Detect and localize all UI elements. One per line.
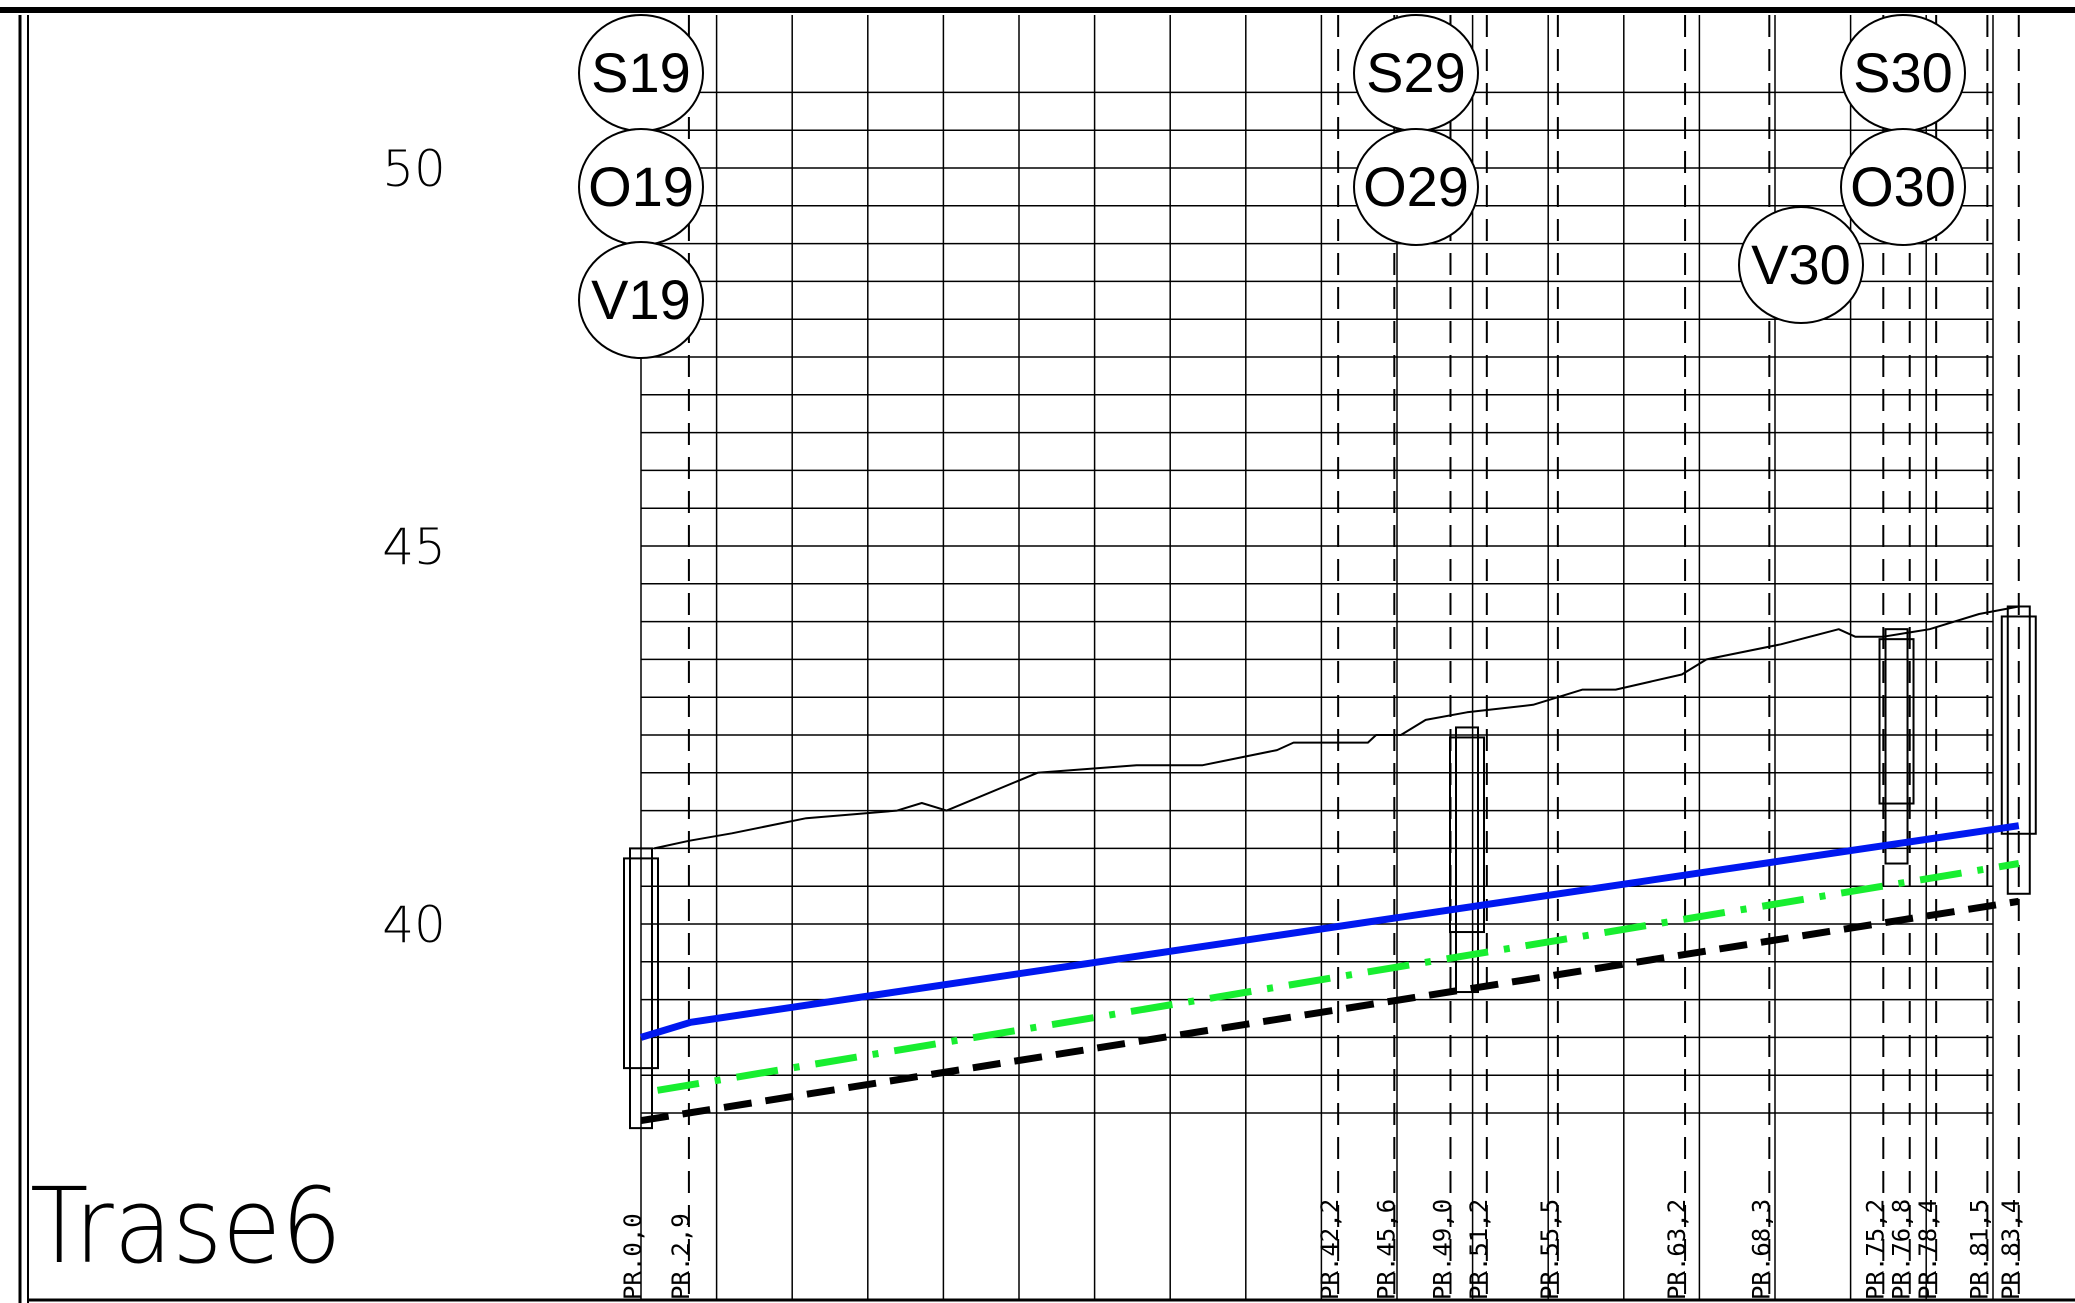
station-label: PR.51,2	[1465, 1199, 1493, 1300]
profile-lines	[639, 605, 2020, 1125]
structures	[623, 605, 2037, 1130]
station-label: PR.63,2	[1663, 1199, 1691, 1300]
node-label-s30: S30	[1853, 41, 1953, 104]
node-label-o30: O30	[1850, 155, 1956, 218]
grid	[640, 15, 1994, 1300]
manhole-structure-outline	[623, 857, 659, 1070]
drawing-frame	[0, 7, 2075, 1303]
node-marker: O29	[1353, 128, 1479, 246]
node-circle	[1353, 128, 1479, 246]
node-label-v19: V19	[591, 268, 691, 331]
manhole-structure-outline	[2000, 615, 2037, 835]
manhole-structure	[1884, 628, 1909, 865]
series-water_level	[656, 860, 2020, 1094]
manhole-structure	[629, 847, 653, 1130]
manhole-structure-outline	[1878, 638, 1915, 805]
series-pipe_top	[639, 822, 2020, 1041]
node-markers: S19 O19 V19 S29 O29 V30 S30 O30	[578, 14, 1966, 359]
series-pipe_invert	[640, 897, 2020, 1125]
station-labels: PR.0,0 PR.2,9 PR.42,2 PR.45,6 PR.49,0 PR.51,2…	[619, 1199, 2025, 1300]
node-marker: O30	[1840, 128, 1966, 246]
elevation-label-40: 40	[382, 896, 446, 954]
station-label: PR.75,2	[1861, 1199, 1889, 1300]
station-label: PR.83,4	[1997, 1199, 2025, 1300]
station-label: PR.45,6	[1372, 1199, 1400, 1300]
node-marker: S29	[1353, 14, 1479, 132]
station-label: PR.55,5	[1536, 1199, 1564, 1300]
station-lines	[687, 15, 2020, 1294]
profile-title: Trase6	[30, 1165, 342, 1287]
elevation-axis-labels: 50 45 40	[382, 140, 446, 954]
station-label: PR.2,9	[667, 1213, 695, 1300]
station-label: PR.78,4	[1914, 1199, 1942, 1300]
manhole-structure	[1455, 726, 1479, 994]
node-label-o29: O29	[1363, 155, 1469, 218]
node-label-v30: V30	[1751, 233, 1851, 296]
node-marker: S19	[578, 14, 704, 132]
node-marker: V30	[1738, 206, 1864, 324]
node-circle	[1840, 128, 1966, 246]
series-ground	[653, 605, 2019, 850]
station-label: PR.68,3	[1747, 1199, 1775, 1300]
station-label: PR.42,2	[1316, 1199, 1344, 1300]
elevation-label-50: 50	[382, 140, 446, 198]
station-label: PR.76,8	[1888, 1199, 1916, 1300]
station-label: PR.81,5	[1965, 1199, 1993, 1300]
node-circle	[578, 241, 704, 359]
node-marker: O19	[578, 128, 704, 246]
node-label-s29: S29	[1366, 41, 1466, 104]
node-circle	[1738, 206, 1864, 324]
manhole-structure-outline	[1449, 736, 1485, 934]
elevation-label-45: 45	[382, 518, 446, 576]
node-marker: S30	[1840, 14, 1966, 132]
node-label-s19: S19	[591, 41, 691, 104]
node-label-o19: O19	[588, 155, 694, 218]
station-label: PR.0,0	[619, 1213, 647, 1300]
node-marker: V19	[578, 241, 704, 359]
station-label: PR.49,0	[1428, 1199, 1456, 1300]
